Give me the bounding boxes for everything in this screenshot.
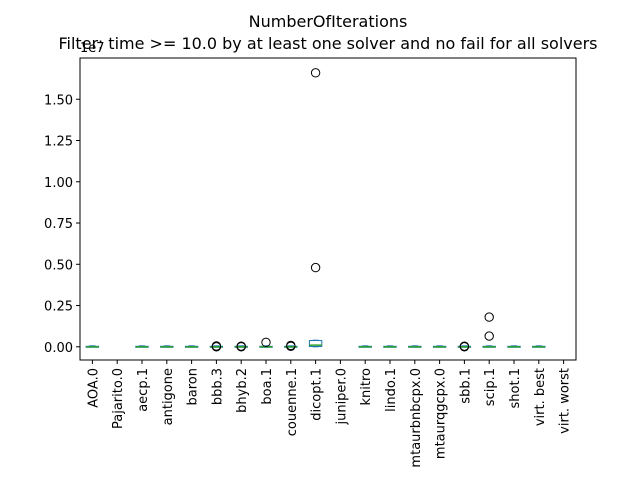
box-baron <box>184 345 199 348</box>
y-tick-label: 0.25 <box>44 300 73 315</box>
chart-subtitle: Filter: time >= 10.0 by at least one sol… <box>58 34 597 53</box>
x-tick-label: Pajarito.0 <box>111 368 126 429</box>
outlier-point <box>310 68 321 78</box>
outlier-point <box>484 312 494 322</box>
box-bhyb-2 <box>234 341 248 352</box>
y-axis: 0.00 0.25 0.50 0.75 1.00 1.25 1.50 <box>44 93 80 356</box>
box-mtaurqgcpx-0 <box>432 345 447 348</box>
box-sbb-1 <box>457 341 472 352</box>
x-tick-label: bhyb.2 <box>235 368 250 413</box>
x-tick-label: lindo.1 <box>384 368 399 412</box>
x-tick-label: dicopt.1 <box>310 368 325 421</box>
x-tick-label: couenne.1 <box>285 368 300 436</box>
iqr-box <box>308 340 323 347</box>
x-tick-label: virt. best <box>533 368 548 426</box>
outlier-point <box>261 337 271 348</box>
outlier-point <box>484 331 494 341</box>
x-tick-label: boa.1 <box>260 368 275 405</box>
x-tick-label: sbb.1 <box>458 368 473 404</box>
y-tick-label: 1.25 <box>44 135 73 150</box>
box-mtaurbnbcpx-0 <box>408 345 422 348</box>
box-aecp-1 <box>135 345 149 348</box>
y-tick-label: 0.50 <box>44 258 73 273</box>
box-aoa-0 <box>85 345 100 348</box>
box-antigone <box>160 345 174 348</box>
x-tick-label: bbb.3 <box>210 368 225 405</box>
box-virt-best <box>532 345 546 348</box>
y-tick-label: 1.00 <box>44 176 73 191</box>
box-knitro <box>358 345 372 348</box>
outlier-point <box>310 262 321 273</box>
box-shot-1 <box>507 345 521 348</box>
y-tick-label: 0.00 <box>44 341 73 356</box>
y-tick-label: 1.50 <box>44 93 73 108</box>
box-lindo-1 <box>383 345 397 348</box>
x-tick-label: antigone <box>161 368 176 425</box>
x-tick-label: mtaurqgcpx.0 <box>434 368 449 459</box>
outlier-point <box>211 341 222 351</box>
box-couenne-1 <box>284 340 298 352</box>
outlier-point <box>286 340 296 351</box>
plot-frame <box>79 57 577 361</box>
x-tick-label: AOA.0 <box>86 368 101 408</box>
box-bbb-3 <box>209 341 224 352</box>
x-tick-label: virt. worst <box>558 368 573 434</box>
x-tick-label: scip.1 <box>483 368 498 406</box>
box-boa-1 <box>259 337 273 348</box>
plot-area <box>85 68 546 352</box>
outlier-point <box>236 341 246 351</box>
x-tick-label: juniper.0 <box>334 368 349 426</box>
outlier-point <box>459 341 470 351</box>
x-tick-label: mtaurbnbcpx.0 <box>409 368 424 468</box>
x-tick-label: knitro <box>359 368 374 406</box>
x-axis: AOA.0 Pajarito.0 aecp.1 antigone baron bbb.3 b… <box>86 360 573 468</box>
y-offset-label: 1e7 <box>80 41 105 56</box>
x-tick-label: baron <box>186 368 201 405</box>
box-dicopt-1 <box>308 68 323 348</box>
box-scip-1 <box>482 312 496 348</box>
chart-title: NumberOfIterations <box>249 12 408 31</box>
x-tick-label: shot.1 <box>508 368 523 408</box>
y-tick-label: 0.75 <box>44 217 73 232</box>
x-tick-label: aecp.1 <box>136 368 151 412</box>
